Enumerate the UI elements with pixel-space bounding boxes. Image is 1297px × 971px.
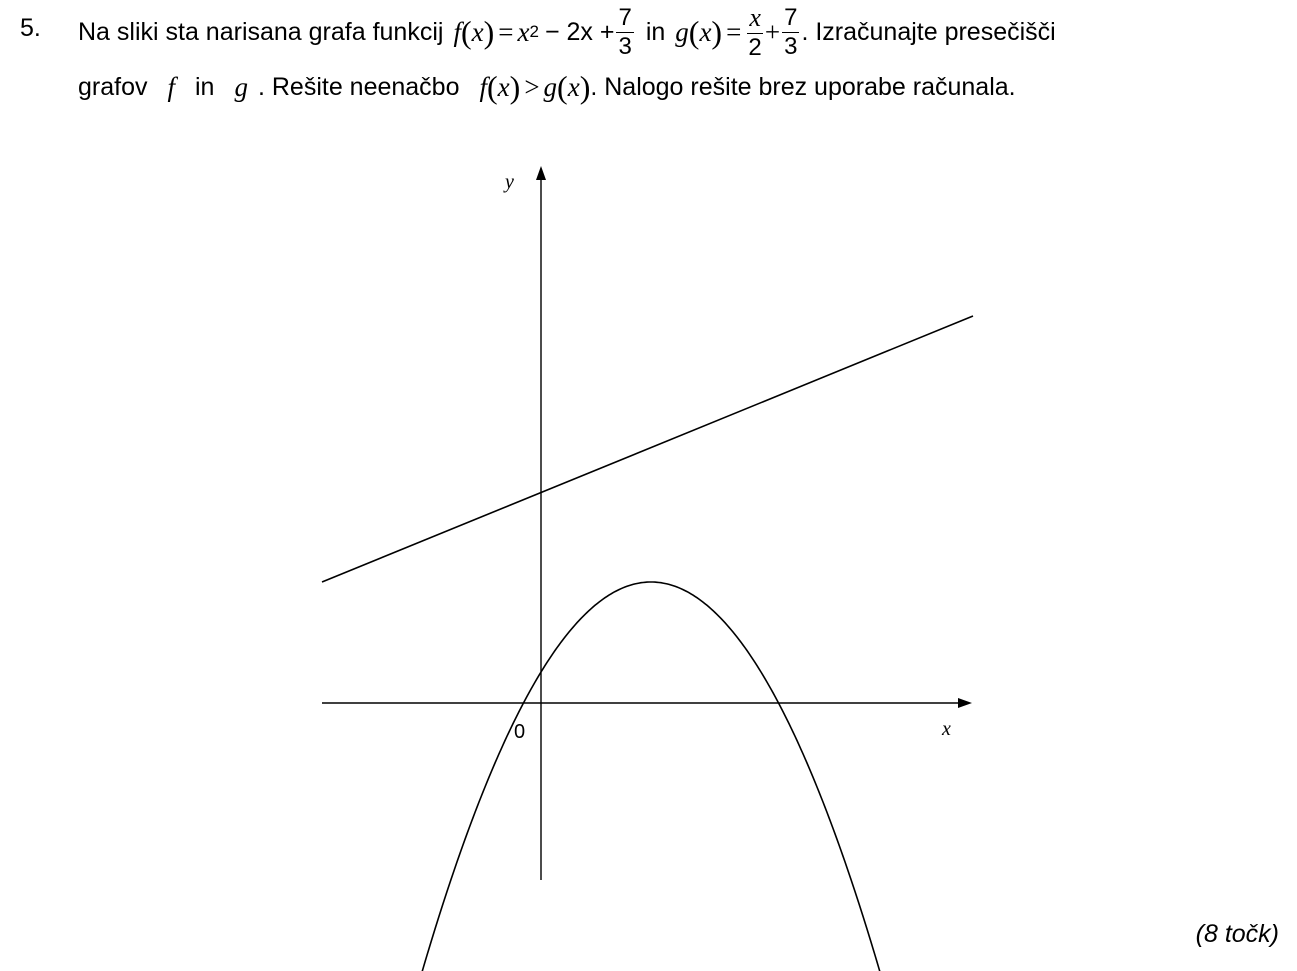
line2-in-word: in [195, 72, 215, 101]
f-fraction-numerator: 7 [616, 3, 634, 33]
g-equals-sign: = [726, 16, 742, 47]
f-middle-terms: − 2x + [544, 17, 615, 46]
instruction-text: . Nalogo rešite brez uporabe računala. [590, 72, 1016, 101]
line-g [321, 315, 974, 583]
points-label: (8 točk) [1195, 920, 1279, 948]
f-x-squared-base: x [517, 16, 530, 47]
ineq-f-arg: x [497, 71, 510, 102]
g-symbol: g [675, 16, 689, 47]
f-exponent: 2 [529, 22, 539, 41]
g-fraction-x: x 2 [747, 2, 763, 61]
g-plus: + [764, 16, 781, 47]
x-axis-arrow [958, 698, 972, 708]
f-symbol: f [453, 16, 461, 47]
inequality-intro: . Rešite neenačbo [257, 72, 460, 101]
g-fraction-const: 7 3 [782, 3, 800, 60]
ineq-gt: > [524, 71, 540, 102]
f-fraction: 7 3 [616, 3, 634, 60]
problem-intro-text: Na sliki sta narisana grafa funkcij [78, 17, 444, 46]
problem-line-2: grafov f in g . Rešite neenačbo f (x) > … [78, 68, 1016, 105]
equals-sign: = [498, 16, 514, 47]
y-axis-label: y [503, 171, 514, 193]
f-arg: x [471, 16, 484, 47]
x-axis-label: x [941, 718, 951, 740]
g-arg: x [699, 16, 712, 47]
g-fraction-x-denominator: 2 [748, 33, 762, 61]
problem-line-1: Na sliki sta narisana grafa funkcij f (x… [78, 2, 1056, 61]
origin-label: 0 [514, 721, 525, 743]
ineq-g-arg: x [567, 71, 580, 102]
parabola-f-curve [421, 581, 881, 971]
line2-g-symbol: g [234, 71, 248, 102]
problem-text-2: . Izračunajte presečišči [801, 17, 1056, 46]
ineq-f: f [479, 71, 488, 102]
line2-f-symbol: f [167, 71, 175, 102]
g-fraction-x-numerator: x [747, 2, 763, 34]
grafov-text: grafov [78, 72, 148, 101]
y-axis-arrow [536, 166, 546, 180]
ineq-g: g [543, 71, 558, 102]
g-fraction-const-denominator: 3 [784, 32, 798, 60]
g-fraction-const-numerator: 7 [782, 3, 800, 33]
problem-number: 5. [20, 14, 41, 42]
in-word: in [645, 17, 666, 46]
f-fraction-denominator: 3 [618, 32, 632, 60]
